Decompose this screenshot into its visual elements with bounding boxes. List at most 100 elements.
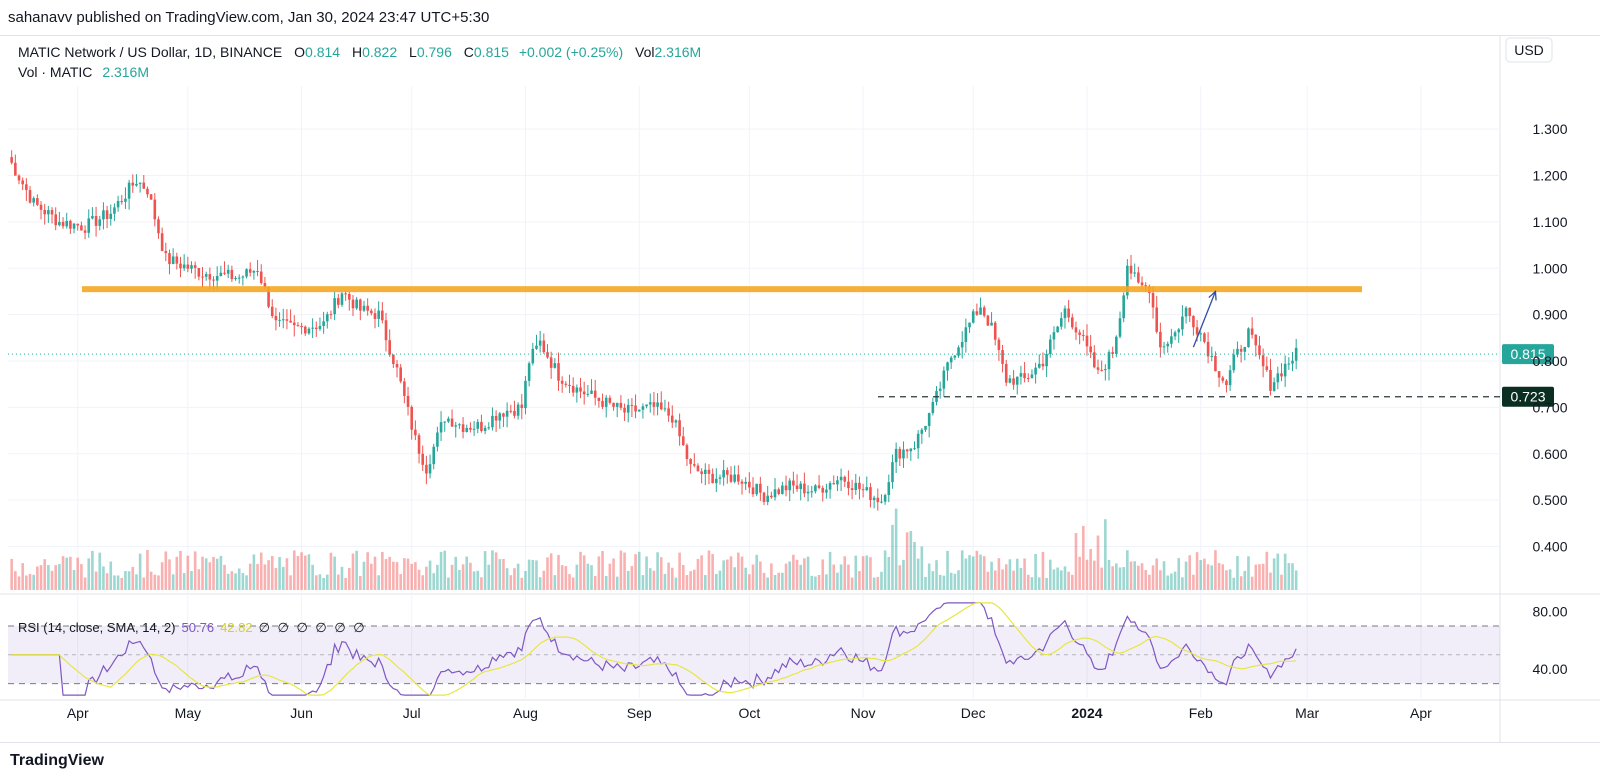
rsi-label[interactable]: RSI (14, close, SMA, 14, 2)	[18, 620, 176, 635]
volume-bar	[83, 577, 87, 590]
volume-bar	[285, 558, 289, 590]
volume-bar	[480, 577, 483, 590]
candle-body	[417, 435, 421, 454]
candle-body	[432, 446, 436, 465]
candle-body	[1203, 333, 1206, 342]
volume-bar	[1294, 570, 1298, 590]
volume-bar	[968, 555, 971, 590]
candle-body	[733, 474, 736, 482]
support-price-tag	[1502, 386, 1554, 407]
volume-bar	[560, 565, 564, 590]
candle-body	[1188, 307, 1192, 316]
volume-bar	[1140, 563, 1144, 590]
candle-body	[226, 269, 230, 274]
candle-body	[806, 491, 810, 494]
volume-bar	[43, 559, 46, 590]
candle-body	[1195, 327, 1199, 335]
volume-bar	[715, 573, 718, 590]
candle-body	[414, 429, 417, 436]
volume-bar	[590, 565, 593, 590]
candle-body	[373, 313, 377, 319]
volume-bar	[102, 566, 105, 590]
volume-bar	[1107, 559, 1111, 590]
candle-body	[1276, 373, 1280, 383]
candle-body	[17, 175, 21, 181]
volume-bar	[803, 558, 806, 590]
candle-body	[201, 276, 204, 278]
volume-bar	[1195, 552, 1199, 590]
candle-body	[593, 390, 597, 398]
volume-bar	[869, 557, 872, 590]
candle-body	[615, 402, 619, 407]
candle-body	[766, 495, 769, 502]
volume-bar	[179, 550, 182, 590]
volume-bar	[847, 564, 850, 590]
candle-body	[47, 210, 50, 215]
candle-body	[737, 474, 740, 482]
candle-body	[58, 221, 61, 226]
candle-body	[762, 492, 766, 502]
candle-body	[1287, 363, 1291, 365]
volume-bar	[120, 577, 124, 590]
volume-bar	[403, 558, 406, 590]
candle-body	[1074, 327, 1078, 333]
candle-body	[821, 487, 825, 493]
volume-bar	[406, 558, 410, 590]
candle-body	[454, 425, 458, 427]
candle-body	[1261, 355, 1265, 367]
volume-bar	[32, 574, 35, 590]
candle-body	[1192, 315, 1195, 328]
volume-bar	[1008, 559, 1012, 590]
volume-bar	[289, 575, 292, 590]
tradingview-logo[interactable]: TradingView	[10, 752, 104, 769]
candle-body	[274, 315, 278, 321]
candle-body	[891, 462, 894, 483]
candle-body	[711, 473, 714, 484]
candle-body	[531, 348, 535, 364]
candle-body	[913, 448, 916, 450]
candle-body	[160, 233, 164, 251]
volume-indicator-label[interactable]: Vol · MATIC	[18, 64, 93, 80]
candle-body	[549, 357, 553, 368]
volume-bar	[1151, 565, 1155, 590]
volume-bar	[520, 577, 524, 590]
volume-bar	[1177, 558, 1181, 590]
volume-bar	[1063, 566, 1067, 590]
candle-body	[359, 299, 362, 311]
symbol-name[interactable]: MATIC Network / US Dollar, 1D, BINANCE	[18, 44, 283, 60]
time-tick-label: Aug	[513, 705, 538, 721]
volume-bar	[755, 554, 758, 590]
time-tick-label: Dec	[961, 705, 986, 721]
candle-body	[810, 491, 814, 493]
time-tick-label: Jun	[290, 705, 313, 721]
volume-bar	[626, 570, 630, 590]
candle-body	[542, 340, 546, 353]
volume-bar	[1166, 575, 1170, 590]
volume-bar	[318, 574, 322, 590]
volume-bar	[568, 574, 571, 590]
rsi-placeholders: ∅ ∅ ∅ ∅ ∅ ∅	[258, 620, 367, 635]
volume-bar	[351, 553, 355, 590]
candle-body	[993, 322, 997, 340]
candle-body	[971, 311, 975, 323]
candle-body	[953, 355, 957, 358]
candle-body	[116, 200, 120, 208]
volume-bar	[1232, 577, 1236, 590]
volume-bar	[168, 559, 171, 590]
volume-bar	[557, 554, 560, 590]
high-label: H	[351, 44, 363, 60]
volume-bar	[836, 572, 839, 590]
volume-bar	[47, 564, 50, 590]
candle-body	[498, 413, 502, 421]
candle-body	[839, 476, 843, 481]
currency-label[interactable]: USD	[1514, 42, 1544, 58]
volume-bar	[806, 556, 810, 590]
candle-body	[799, 483, 803, 489]
volume-bar	[1059, 570, 1063, 590]
candle-body	[1004, 363, 1008, 383]
volume-bar	[234, 573, 237, 590]
volume-bar	[740, 556, 744, 590]
candle-body	[248, 269, 252, 273]
candle-body	[318, 325, 322, 330]
